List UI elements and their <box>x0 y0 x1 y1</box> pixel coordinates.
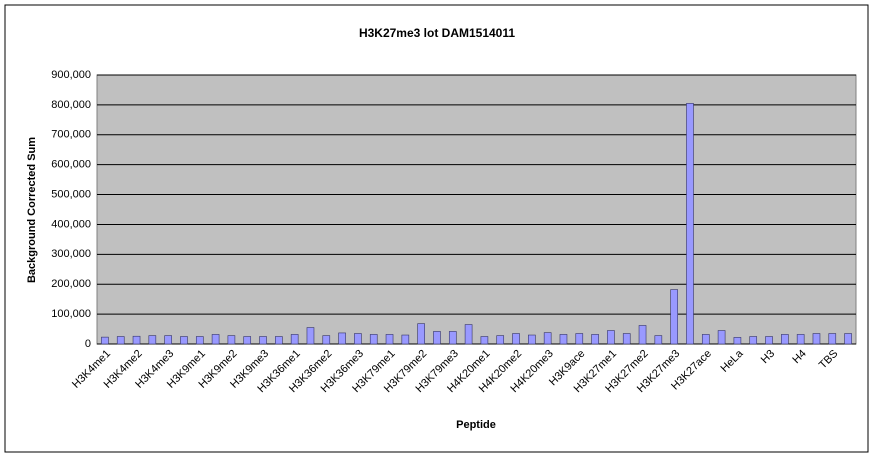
bar <box>575 333 584 345</box>
bar <box>670 289 678 345</box>
bar <box>448 331 457 345</box>
y-tick-label: 600,000 <box>51 159 91 171</box>
y-tick-label: 200,000 <box>51 278 91 290</box>
bar <box>148 335 157 345</box>
bar <box>496 335 505 345</box>
bar <box>433 331 441 345</box>
bar <box>686 103 694 345</box>
bar <box>607 330 615 345</box>
y-tick-label: 400,000 <box>51 218 91 230</box>
y-tick-label: 0 <box>85 338 91 350</box>
bar <box>781 334 789 345</box>
x-axis-label: Peptide <box>456 419 496 431</box>
y-tick-label: 500,000 <box>51 188 91 200</box>
bar <box>417 323 425 345</box>
bar <box>512 333 520 345</box>
bar <box>306 327 315 345</box>
y-tick-label: 700,000 <box>51 129 91 141</box>
bar <box>591 334 599 345</box>
bar <box>749 336 758 345</box>
bar <box>259 336 267 345</box>
y-axis-label: Background Corrected Sum <box>26 137 38 283</box>
y-tick-label: 300,000 <box>51 248 91 260</box>
y-tick-label: 800,000 <box>51 99 91 111</box>
bar <box>528 334 536 345</box>
bar <box>543 332 552 345</box>
bar <box>812 333 821 345</box>
bar <box>828 333 837 345</box>
bar <box>227 335 236 345</box>
bar <box>654 335 663 345</box>
bar <box>464 324 473 345</box>
bar <box>369 334 378 345</box>
bar <box>180 336 188 345</box>
bar <box>338 332 346 345</box>
bar <box>101 336 109 345</box>
bar <box>480 336 489 345</box>
y-tick-label: 900,000 <box>51 69 91 81</box>
bar <box>717 330 726 345</box>
bar <box>733 337 742 345</box>
bar <box>401 334 410 345</box>
bar <box>796 334 805 345</box>
plot-area <box>96 74 857 345</box>
bar <box>195 336 204 345</box>
bar <box>116 336 125 345</box>
bar <box>132 335 141 345</box>
bar <box>559 334 568 345</box>
bar <box>354 333 362 345</box>
bar <box>275 336 283 345</box>
bar <box>243 336 252 345</box>
bar <box>701 334 710 345</box>
bar <box>638 325 647 345</box>
chart-title: H3K27me3 lot DAM1514011 <box>359 26 515 40</box>
bar <box>290 334 299 345</box>
bar <box>385 334 394 345</box>
bar <box>622 333 631 345</box>
bar <box>844 333 852 345</box>
bar <box>211 334 220 345</box>
y-tick-label: 100,000 <box>51 308 91 320</box>
bar <box>164 335 172 345</box>
bar <box>322 335 331 345</box>
bar <box>765 336 773 345</box>
